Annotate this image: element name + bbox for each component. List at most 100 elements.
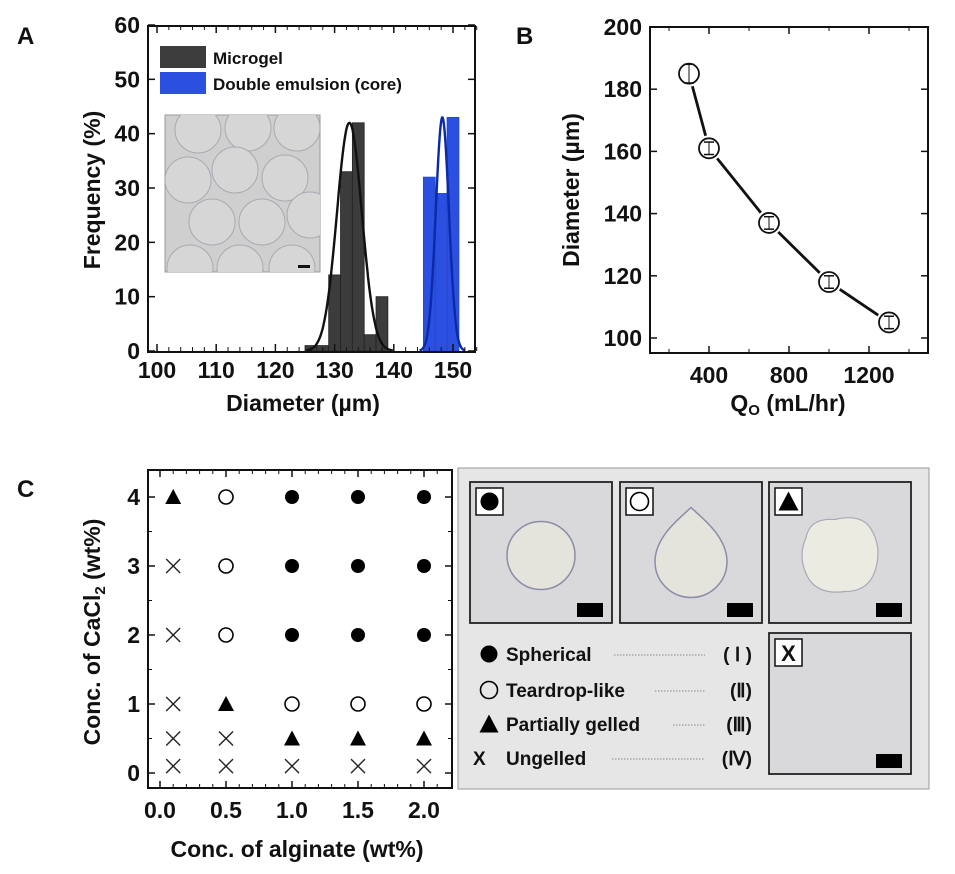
cross-stroke xyxy=(165,558,181,574)
x-tick-label: 1.5 xyxy=(342,797,374,823)
scale-bar xyxy=(727,603,753,617)
inset-particles xyxy=(165,115,320,272)
x-tick-label: 110 xyxy=(198,357,235,383)
y-tick-label: 3 xyxy=(127,553,140,579)
marker-cross xyxy=(350,758,366,774)
y-tick-label: 10 xyxy=(114,284,140,310)
x-tick-label: 1200 xyxy=(843,362,894,388)
marker-triangle xyxy=(165,489,182,504)
micrograph-teardrop xyxy=(619,481,763,624)
gaussian-fit-line xyxy=(419,116,466,352)
legend-roman-numeral: (Ⅱ) xyxy=(730,681,752,702)
plot-frame xyxy=(147,469,453,789)
marker-open-circle xyxy=(218,627,234,643)
x-tick-label: 140 xyxy=(375,357,413,383)
y-tick-label: 40 xyxy=(114,121,140,147)
panel-c-phase-diagram: 0.0 0.5 1.0 1.5 2.0 0 1 2 3 4 Conc. of alginate (… xyxy=(79,467,930,862)
x-tick-label: 2.0 xyxy=(408,797,440,823)
microgel-particle xyxy=(166,244,214,272)
micrograph-sphere xyxy=(469,481,613,624)
marker-open-circle xyxy=(350,696,366,712)
legend-label: Ungelled xyxy=(506,749,586,770)
marker-open-circle xyxy=(218,558,234,574)
y-tick-label: 30 xyxy=(114,175,140,201)
badge-x-label: X xyxy=(781,641,796,666)
marker-filled-circle xyxy=(417,559,431,573)
y-tick-label: 20 xyxy=(114,229,140,255)
scale-bar xyxy=(298,265,310,268)
microgel-particle xyxy=(273,115,320,152)
panel-letter-a: A xyxy=(17,23,34,50)
x-tick-label: 400 xyxy=(690,362,728,388)
marker-filled-circle xyxy=(285,490,299,504)
morphology-legend-box: X Spherical ( Ⅰ ) Teardrop-like (Ⅱ) Partiall… xyxy=(457,467,930,790)
particle-irregular xyxy=(801,517,879,593)
histogram-bar xyxy=(340,171,353,352)
symbol-badge xyxy=(774,638,803,667)
y-tick-label: 200 xyxy=(604,14,642,40)
marker-filled-circle xyxy=(480,492,499,511)
series-line-segment xyxy=(691,85,707,137)
data-point xyxy=(758,212,780,234)
legend-row-filled-circle: Spherical ( Ⅰ ) xyxy=(480,645,752,666)
legend-roman-numeral: ( Ⅰ ) xyxy=(723,645,752,666)
legend-row-cross: X Ungelled (Ⅳ) xyxy=(473,749,752,770)
particle-teardrop xyxy=(654,506,728,599)
cross-stroke xyxy=(165,627,181,643)
x-tick-label: 130 xyxy=(315,357,353,383)
particle-sphere xyxy=(506,520,576,591)
marker-filled-circle xyxy=(351,490,365,504)
y-axis-title: Conc. of CaCl2 (wt%) xyxy=(79,519,109,746)
y-tick-label: 0 xyxy=(127,338,140,364)
marker-open-circle xyxy=(479,680,499,700)
x-tick-label: 120 xyxy=(256,357,294,383)
marker-open-circle xyxy=(218,489,234,505)
microgel-micrograph-inset xyxy=(164,114,321,273)
marker-cross xyxy=(165,558,181,574)
y-tick-label: 60 xyxy=(114,12,140,38)
marker-cross xyxy=(218,758,234,774)
y-axis-title: Frequency (%) xyxy=(79,111,105,269)
marker-cross xyxy=(165,696,181,712)
marker-open-circle xyxy=(284,696,300,712)
series-line-segment xyxy=(838,288,880,317)
marker-filled-circle xyxy=(285,628,299,642)
microgel-particle xyxy=(224,115,272,152)
legend-roman-numeral: (Ⅳ) xyxy=(722,749,752,770)
x-tick-label: 1.0 xyxy=(276,797,308,823)
x-tick-label: 0.0 xyxy=(144,797,176,823)
marker-triangle xyxy=(416,730,432,746)
y-tick-label: 2 xyxy=(127,622,140,648)
gaussian-fit-line xyxy=(305,121,394,352)
y-tick-label: 140 xyxy=(604,201,642,227)
marker-triangle xyxy=(284,730,300,746)
marker-open-circle xyxy=(629,491,650,512)
data-point xyxy=(678,62,700,85)
legend: Microgel Double emulsion (core) xyxy=(160,46,402,94)
microgel-particle xyxy=(238,198,286,246)
data-point xyxy=(698,137,720,160)
histogram-bar xyxy=(434,193,448,352)
scale-bar xyxy=(876,603,902,617)
y-tick-label: 4 xyxy=(127,484,140,510)
histogram-bar xyxy=(351,122,365,352)
cross-stroke xyxy=(284,758,300,774)
marker-filled-circle xyxy=(351,559,365,573)
legend-label: Partially gelled xyxy=(506,715,640,736)
marker-cross xyxy=(416,758,432,774)
micrograph-none: X xyxy=(768,632,912,775)
marker-filled-circle xyxy=(417,628,431,642)
x-tick-label: 0.5 xyxy=(210,797,242,823)
scale-bar xyxy=(876,754,902,768)
marker-triangle xyxy=(479,714,499,733)
x-tick-label: 800 xyxy=(770,362,808,388)
marker-filled-circle xyxy=(351,628,365,642)
cross-stroke xyxy=(165,758,181,774)
scale-bar xyxy=(577,603,603,617)
marker-triangle xyxy=(350,730,366,746)
microgel-particle xyxy=(211,146,259,194)
plot-frame xyxy=(147,25,476,353)
panel-a-histogram: 100 110 120 130 140 150 0 10 20 30 40 50 60 Microgel… xyxy=(79,12,478,416)
marker-cross xyxy=(165,731,181,746)
marker-cross xyxy=(165,627,181,643)
